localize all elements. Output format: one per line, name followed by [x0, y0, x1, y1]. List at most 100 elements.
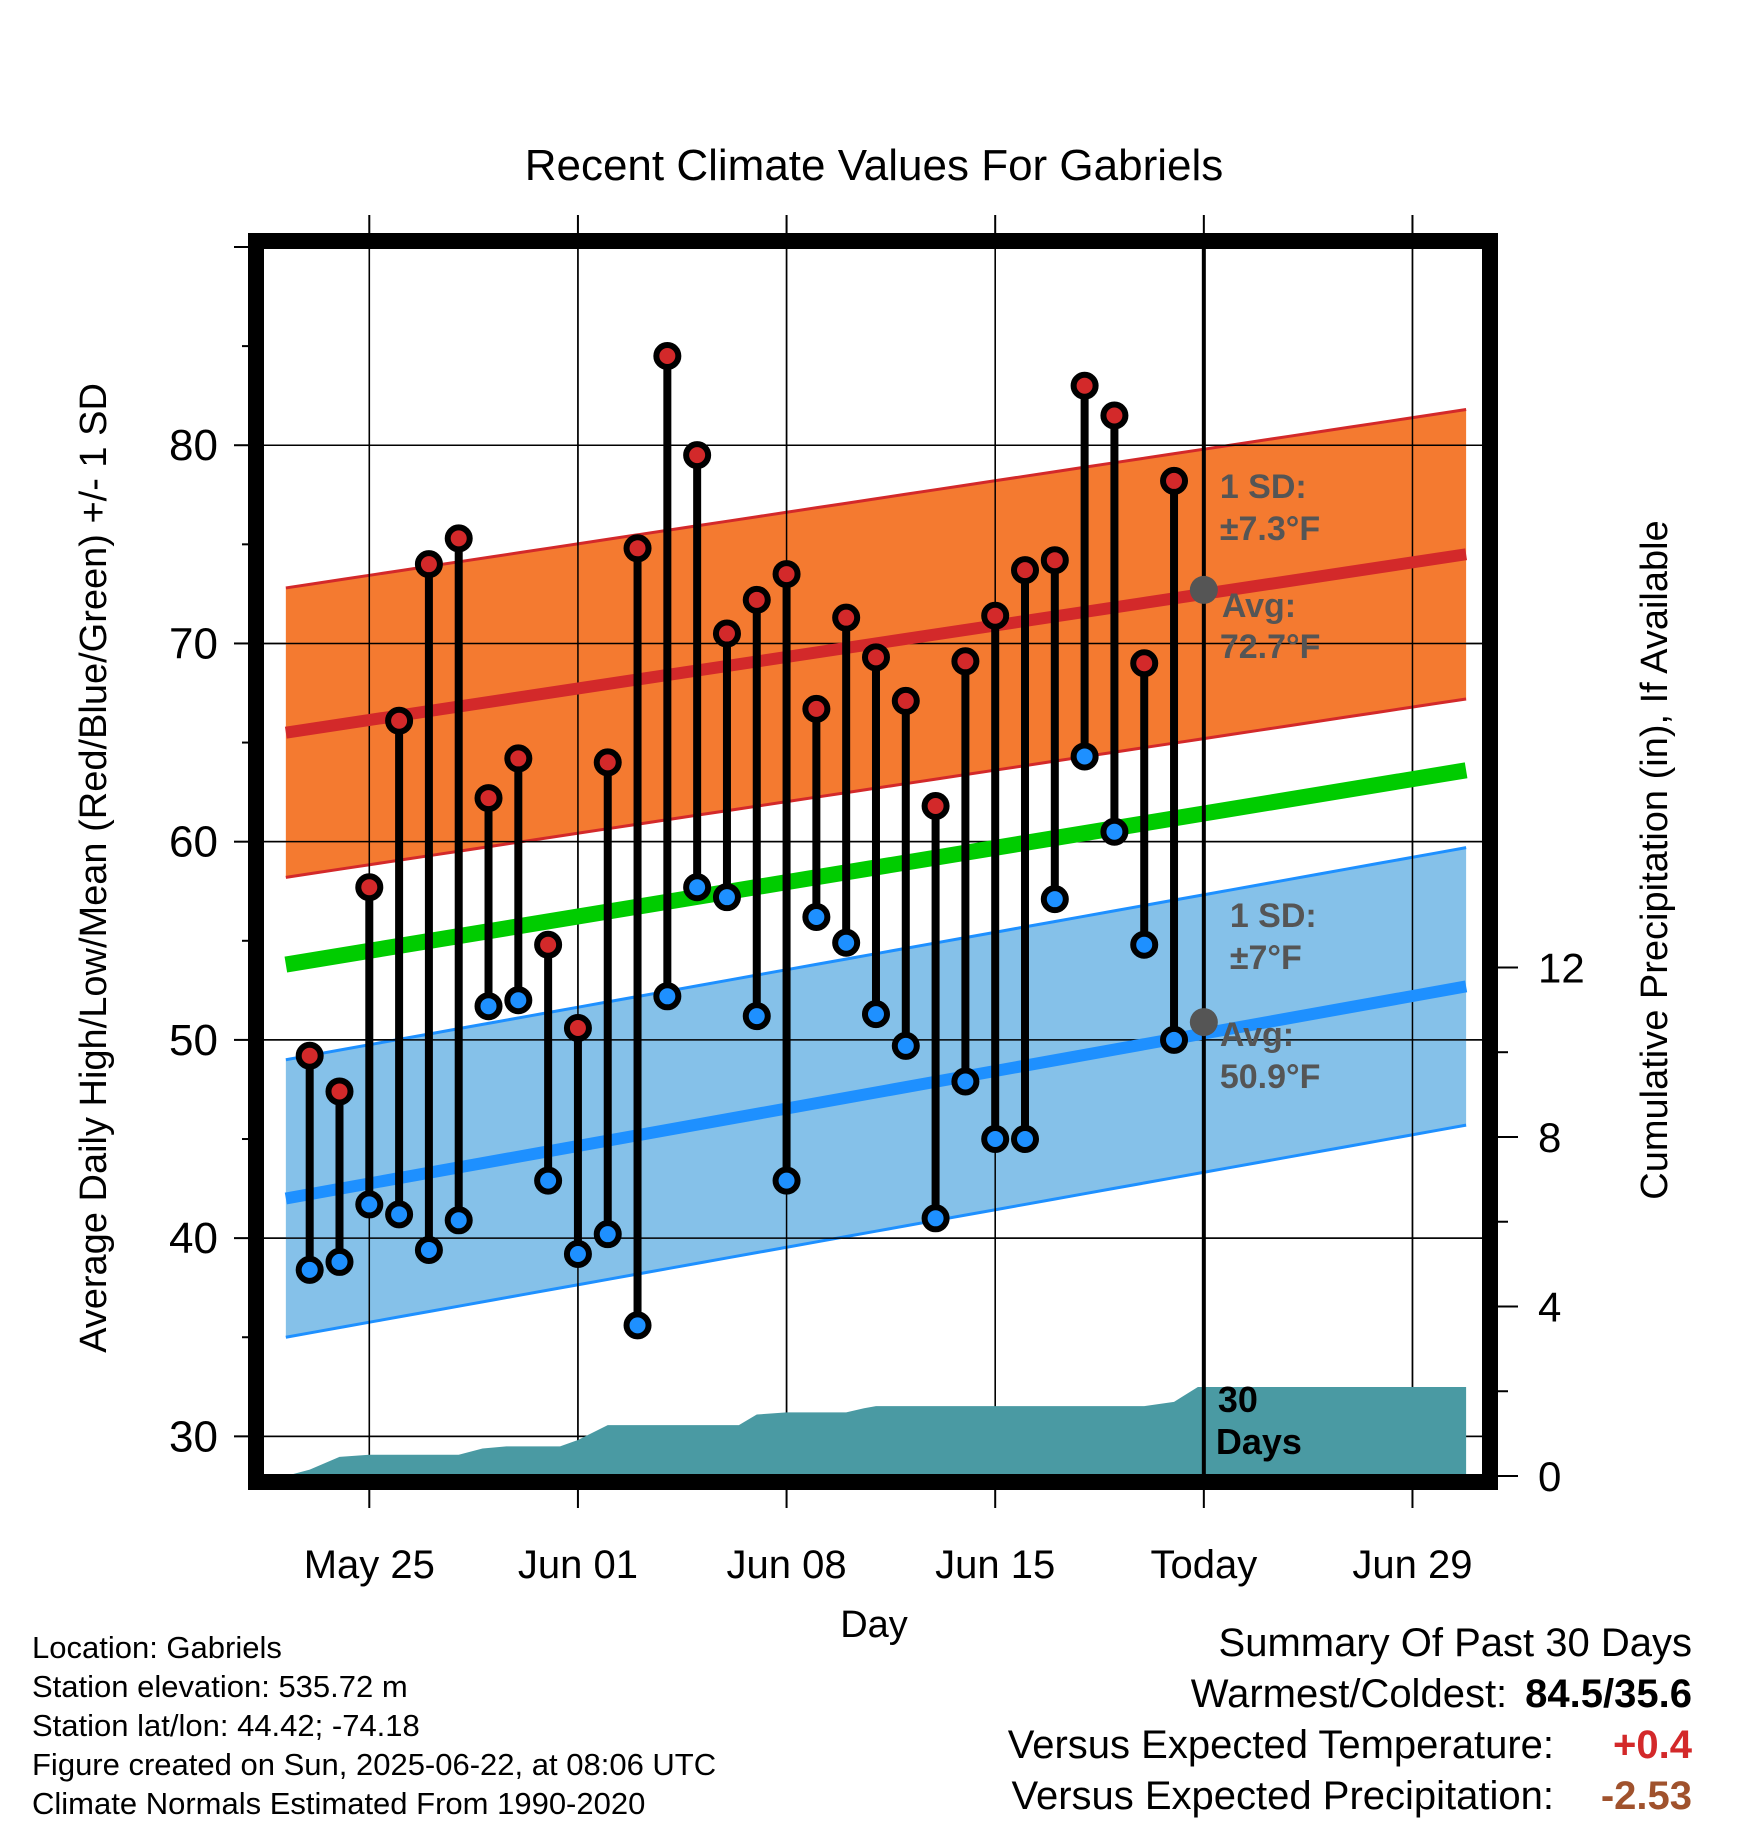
y-axis-label-left: Average Daily High/Low/Mean (Red/Blue/Gr…	[73, 383, 115, 1353]
daily-low-point	[325, 1247, 354, 1276]
daily-high-point	[474, 784, 503, 813]
plot-frame	[248, 233, 1498, 1490]
daily-low-point	[1160, 1025, 1189, 1054]
info-elevation: Station elevation: 535.72 m	[32, 1669, 408, 1704]
daily-high-point	[534, 930, 563, 959]
daily-high-point	[742, 585, 771, 614]
y-tick-label-right: 4	[1538, 1283, 1561, 1330]
daily-low-point	[802, 903, 831, 932]
y-tick-label-right: 0	[1538, 1453, 1561, 1500]
low-avg-label: Avg:	[1220, 1016, 1294, 1054]
low-avg-value: 50.9°F	[1220, 1058, 1321, 1096]
daily-high-point	[861, 643, 890, 672]
low-sd-label: 1 SD:	[1230, 897, 1317, 935]
daily-high-point	[921, 791, 950, 820]
daily-high-point	[832, 603, 861, 632]
info-normals: Climate Normals Estimated From 1990-2020	[32, 1786, 646, 1821]
days-label-number: 30	[1218, 1379, 1258, 1420]
daily-low-point	[653, 982, 682, 1011]
y-tick-label-left: 30	[169, 1412, 218, 1461]
daily-low-point	[623, 1311, 652, 1340]
daily-high-point	[325, 1077, 354, 1106]
daily-high-point	[683, 441, 712, 470]
daily-low-point	[832, 928, 861, 957]
daily-high-point	[1070, 371, 1099, 400]
daily-low-point	[593, 1220, 622, 1249]
high-avg-label: Avg:	[1222, 587, 1296, 625]
days-label-text: Days	[1216, 1421, 1302, 1462]
low-sd-band-lower-edge	[285, 1123, 1467, 1339]
warm-cold-value: 84.5/35.6	[1525, 1672, 1692, 1716]
daily-low-point	[295, 1255, 324, 1284]
daily-high-point	[295, 1041, 324, 1070]
daily-high-point	[712, 619, 741, 648]
daily-low-point	[891, 1031, 920, 1060]
summary-warm-cold: Warmest/Coldest: 84.5/35.6	[1008, 1669, 1692, 1720]
info-location: Location: Gabriels	[32, 1630, 282, 1665]
daily-low-point	[474, 992, 503, 1021]
station-info: Location: Gabriels Station elevation: 53…	[32, 1628, 716, 1823]
daily-low-point	[742, 1002, 771, 1031]
daily-low-point	[1070, 742, 1099, 771]
summary-precip: Versus Expected Precipitation: -2.53	[1008, 1771, 1692, 1822]
today-low-average-marker	[1189, 1008, 1218, 1037]
daily-low-point	[504, 986, 533, 1015]
daily-low-point	[385, 1200, 414, 1229]
daily-low-point	[772, 1166, 801, 1195]
daily-high-point	[385, 706, 414, 735]
temp-label: Versus Expected Temperature:	[1007, 1723, 1554, 1767]
daily-high-point	[623, 534, 652, 563]
daily-low-point	[414, 1236, 443, 1265]
info-created: Figure created on Sun, 2025-06-22, at 08…	[32, 1747, 717, 1782]
daily-low-point	[921, 1204, 950, 1233]
x-tick-label: Jun 01	[518, 1543, 638, 1587]
daily-high-point	[504, 744, 533, 773]
y-tick-label-left: 80	[169, 421, 218, 470]
daily-low-point	[712, 883, 741, 912]
chart-title: Recent Climate Values For Gabriels	[525, 141, 1224, 190]
y-tick-label-right: 12	[1538, 944, 1585, 991]
daily-low-point	[1040, 885, 1069, 914]
y-tick-label-left: 50	[169, 1016, 218, 1065]
y-tick-label-left: 60	[169, 818, 218, 867]
daily-low-point	[355, 1190, 384, 1219]
daily-low-point	[534, 1166, 563, 1195]
temp-value: +0.4	[1613, 1723, 1692, 1767]
daily-high-point	[355, 873, 384, 902]
y-tick-label-left: 70	[169, 619, 218, 668]
daily-high-point	[563, 1014, 592, 1043]
daily-low-point	[1011, 1125, 1040, 1154]
daily-high-point	[951, 647, 980, 676]
summary-title: Summary Of Past 30 Days	[1218, 1621, 1692, 1665]
daily-high-point	[593, 748, 622, 777]
today-high-average-marker	[1189, 575, 1218, 604]
daily-high-point	[1160, 466, 1189, 495]
x-tick-label: Jun 15	[935, 1543, 1055, 1587]
daily-low-point	[683, 873, 712, 902]
y-tick-label-left: 40	[169, 1214, 218, 1263]
x-tick-label: Today	[1150, 1543, 1257, 1587]
daily-low-point	[563, 1239, 592, 1268]
daily-low-point	[981, 1125, 1010, 1154]
precip-value: -2.53	[1600, 1774, 1692, 1818]
summary-temp: Versus Expected Temperature: +0.4	[1008, 1720, 1692, 1771]
daily-high-point	[444, 524, 473, 553]
low-sd-value: ±7°F	[1230, 939, 1302, 977]
precipitation-area	[285, 1387, 1467, 1476]
info-latlon: Station lat/lon: 44.42; -74.18	[32, 1708, 420, 1743]
daily-high-point	[891, 686, 920, 715]
daily-high-point	[414, 550, 443, 579]
daily-low-point	[951, 1067, 980, 1096]
x-axis-label: Day	[840, 1604, 908, 1646]
daily-high-point	[772, 560, 801, 589]
x-tick-label: May 25	[304, 1543, 435, 1587]
x-tick-label: Jun 08	[727, 1543, 847, 1587]
x-tick-label: Jun 29	[1352, 1543, 1472, 1587]
y-tick-label-right: 8	[1538, 1114, 1561, 1161]
daily-high-point	[981, 601, 1010, 630]
daily-low-point	[444, 1206, 473, 1235]
low-average-line	[284, 980, 1468, 1205]
warm-cold-label: Warmest/Coldest:	[1190, 1672, 1508, 1716]
daily-high-point	[1011, 556, 1040, 585]
